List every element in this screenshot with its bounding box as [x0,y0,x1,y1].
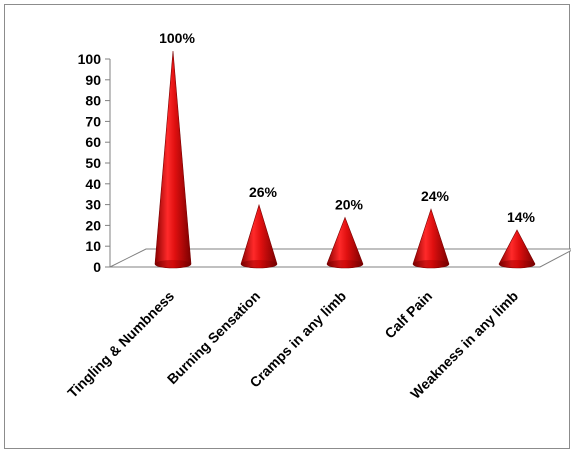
x-category-label: Cramps in any limb [246,288,349,391]
y-tick-label: 0 [93,259,101,275]
cone-chart: 0 10 20 30 40 50 60 70 80 90 100 100% 26% 20% 24% 14% T… [64,30,571,402]
data-label: 100% [159,30,195,46]
y-tick-label: 30 [85,197,101,213]
axis-layer: 0 10 20 30 40 50 60 70 80 90 100 [78,51,111,275]
y-tick-label: 40 [85,176,101,192]
cone-base [327,260,363,268]
cone-bar [412,208,450,269]
y-tick-label: 10 [85,238,101,254]
data-label: 24% [421,188,450,204]
chart-frame: 0 10 20 30 40 50 60 70 80 90 100 100% 26% 20% 24% 14% T… [4,4,571,449]
cone-base [241,260,277,268]
x-category-label: Burning Sensation [164,288,263,387]
cone-base [155,260,191,268]
x-category-label: Calf Pain [381,288,435,342]
y-tick-label: 50 [85,155,101,171]
y-tick-label: 90 [85,72,101,88]
cone-base [499,260,535,268]
cone-bar [240,203,278,269]
y-tick-label: 70 [85,113,101,129]
x-category-label: Tingling & Numbness [64,288,177,401]
labels-layer: 100% 26% 20% 24% 14% Tingling & NumbnessBurni… [64,30,535,402]
cone-bar [154,50,192,269]
y-tick-label: 100 [78,51,102,67]
bars-layer [154,50,536,269]
y-tick-label: 80 [85,93,101,109]
data-label: 14% [507,209,536,225]
y-tick-label: 20 [85,217,101,233]
cone-base [413,260,449,268]
y-tick-label: 60 [85,134,101,150]
data-label: 26% [249,184,278,200]
data-label: 20% [335,196,364,212]
